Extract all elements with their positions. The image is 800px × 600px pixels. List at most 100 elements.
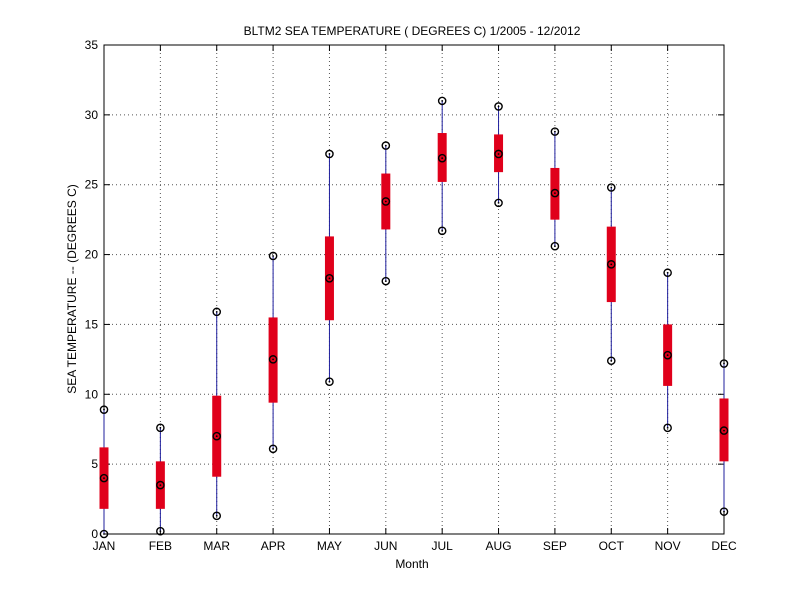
min-marker xyxy=(606,356,616,366)
max-marker-dot xyxy=(610,186,613,189)
y-tick-labels: 0 5 10 15 20 25 30 35 xyxy=(85,38,99,541)
box-may xyxy=(324,149,334,387)
x-tick-label: JUN xyxy=(374,539,397,553)
box-sep xyxy=(550,127,560,251)
median-marker xyxy=(550,188,560,198)
min-marker xyxy=(437,226,447,236)
max-marker xyxy=(719,359,729,368)
y-tick-label: 25 xyxy=(85,178,99,192)
x-tick-label: JUL xyxy=(432,539,454,553)
min-marker xyxy=(550,241,560,251)
y-tick-label: 15 xyxy=(85,317,99,331)
max-marker-dot xyxy=(159,426,162,429)
x-tick-label: APR xyxy=(261,539,286,553)
min-marker-dot xyxy=(215,514,218,517)
min-marker xyxy=(663,423,672,433)
y-tick-label: 0 xyxy=(91,527,98,541)
box-jan xyxy=(99,405,109,539)
chart-title: BLTM2 SEA TEMPERATURE ( DEGREES C) 1/200… xyxy=(244,24,581,38)
y-tick-label: 20 xyxy=(85,248,99,262)
median-marker-dot xyxy=(384,200,387,203)
min-marker xyxy=(719,507,729,516)
median-marker xyxy=(494,149,503,159)
box-plots xyxy=(99,96,729,539)
box-apr xyxy=(268,251,278,454)
max-marker-dot xyxy=(723,362,725,365)
max-marker xyxy=(606,183,616,192)
max-marker xyxy=(381,141,391,150)
min-marker xyxy=(268,444,278,454)
median-marker-dot xyxy=(723,429,725,432)
min-marker xyxy=(212,511,222,521)
box-jun xyxy=(381,141,391,286)
median-marker-dot xyxy=(215,435,218,438)
min-marker-dot xyxy=(159,530,162,533)
y-tick-label: 30 xyxy=(85,108,99,122)
median-marker-dot xyxy=(441,157,444,160)
x-tick-label: FEB xyxy=(149,539,172,553)
box-aug xyxy=(494,102,504,208)
x-tick-label: JAN xyxy=(93,539,116,553)
min-marker-dot xyxy=(666,426,669,429)
max-marker xyxy=(325,149,334,159)
box-nov xyxy=(663,268,673,433)
y-tick-label: 10 xyxy=(85,387,99,401)
min-marker xyxy=(381,276,391,286)
max-marker xyxy=(268,251,278,261)
y-tick-label: 5 xyxy=(91,457,98,471)
max-marker-dot xyxy=(666,271,669,274)
plot-area xyxy=(104,45,724,534)
median-marker-dot xyxy=(554,192,556,194)
min-marker-dot xyxy=(723,510,725,513)
median-marker-dot xyxy=(666,354,669,357)
axes-frame xyxy=(103,44,725,535)
max-marker xyxy=(437,96,447,106)
x-tick-label: AUG xyxy=(486,539,512,553)
min-marker xyxy=(325,377,334,387)
min-marker-dot xyxy=(103,533,105,535)
x-tick-label: MAY xyxy=(317,539,342,553)
box-oct xyxy=(606,183,616,366)
median-marker xyxy=(719,426,729,435)
max-marker xyxy=(494,102,503,111)
median-marker xyxy=(212,431,222,441)
max-marker xyxy=(156,423,165,433)
median-marker xyxy=(156,480,165,490)
min-marker xyxy=(494,198,503,208)
median-marker-dot xyxy=(103,477,105,480)
median-marker xyxy=(325,274,334,283)
median-marker xyxy=(663,350,672,360)
min-marker xyxy=(156,526,165,536)
median-marker xyxy=(606,260,616,269)
box-mar xyxy=(212,307,222,521)
x-tick-label: SEP xyxy=(543,539,567,553)
median-marker-dot xyxy=(610,263,613,266)
median-marker-dot xyxy=(159,484,162,486)
max-marker xyxy=(212,307,222,317)
min-marker-dot xyxy=(328,380,331,383)
x-tick-label: NOV xyxy=(655,539,681,553)
median-marker xyxy=(99,473,109,483)
x-tick-label: MAR xyxy=(203,539,230,553)
max-marker-dot xyxy=(384,144,387,147)
y-axis-label: SEA TEMPERATURE -- (DEGREES C) xyxy=(65,184,79,394)
min-marker-dot xyxy=(554,245,556,248)
x-tick-label: OCT xyxy=(599,539,625,553)
max-marker-dot xyxy=(441,99,444,102)
box-dec xyxy=(719,359,729,516)
median-marker xyxy=(268,355,278,364)
median-marker-dot xyxy=(328,277,331,280)
min-marker-dot xyxy=(441,229,444,232)
min-marker-dot xyxy=(497,201,500,204)
median-marker xyxy=(437,153,447,163)
grid-lines xyxy=(104,45,724,534)
x-tick-labels: JAN FEB MAR APR MAY JUN JUL AUG SEP OCT NOV DEC xyxy=(93,539,737,553)
min-marker xyxy=(99,529,109,539)
min-marker-dot xyxy=(272,447,274,450)
box-feb xyxy=(155,423,165,536)
y-tick-label: 35 xyxy=(85,38,99,52)
median-marker xyxy=(381,197,391,206)
x-axis-label: Month xyxy=(395,557,428,571)
max-marker-dot xyxy=(215,310,218,313)
